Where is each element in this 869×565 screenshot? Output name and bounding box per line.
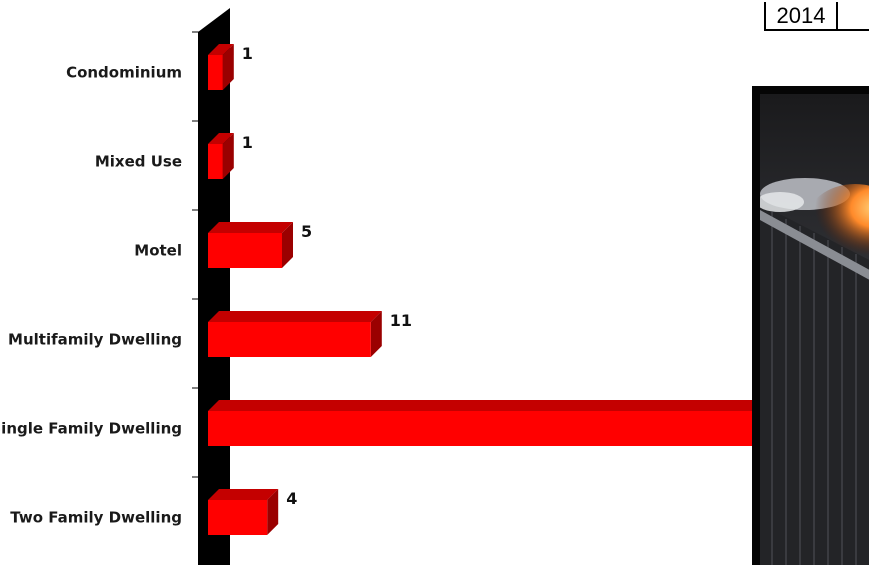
year-label: 2014	[766, 2, 838, 29]
bar-front	[208, 144, 223, 179]
bar	[208, 222, 293, 268]
bar-top	[208, 222, 293, 233]
bar-top	[208, 44, 234, 55]
axis-ticks	[192, 31, 200, 478]
bar	[208, 489, 279, 535]
category-labels: Condominium Mixed Use Motel Multifamily Dwe…	[0, 64, 182, 527]
bar-top	[208, 400, 841, 411]
bar-front	[208, 500, 268, 535]
bar-side	[370, 311, 382, 357]
value-label: 5	[301, 222, 312, 241]
year-table: 2014	[764, 2, 869, 31]
bar-front	[208, 411, 830, 446]
bar-side	[222, 44, 234, 90]
bar	[208, 400, 841, 446]
category-label: Single Family Dwelling	[0, 420, 182, 438]
house-fire-photo	[752, 86, 869, 565]
bar-top	[208, 133, 234, 144]
bar-side	[282, 222, 293, 268]
value-label: 1	[242, 44, 253, 63]
bar-front	[208, 55, 223, 90]
value-label: 4	[286, 489, 297, 508]
bar	[208, 311, 382, 357]
bar-front	[208, 233, 282, 268]
category-label: Motel	[134, 242, 182, 260]
bar-side	[267, 489, 279, 535]
bar-side	[222, 133, 234, 179]
bars-group	[208, 44, 841, 535]
bar-front	[208, 322, 371, 357]
category-label: Condominium	[66, 64, 182, 82]
bar-top	[208, 311, 382, 322]
bar	[208, 44, 234, 90]
category-label: Two Family Dwelling	[10, 509, 182, 527]
value-label: 1	[242, 133, 253, 152]
bar	[208, 133, 234, 179]
category-label: Mixed Use	[95, 153, 182, 171]
category-label: Multifamily Dwelling	[8, 331, 182, 349]
bar-top	[208, 489, 279, 500]
axis-wall	[198, 8, 230, 565]
value-label: 11	[390, 311, 412, 330]
